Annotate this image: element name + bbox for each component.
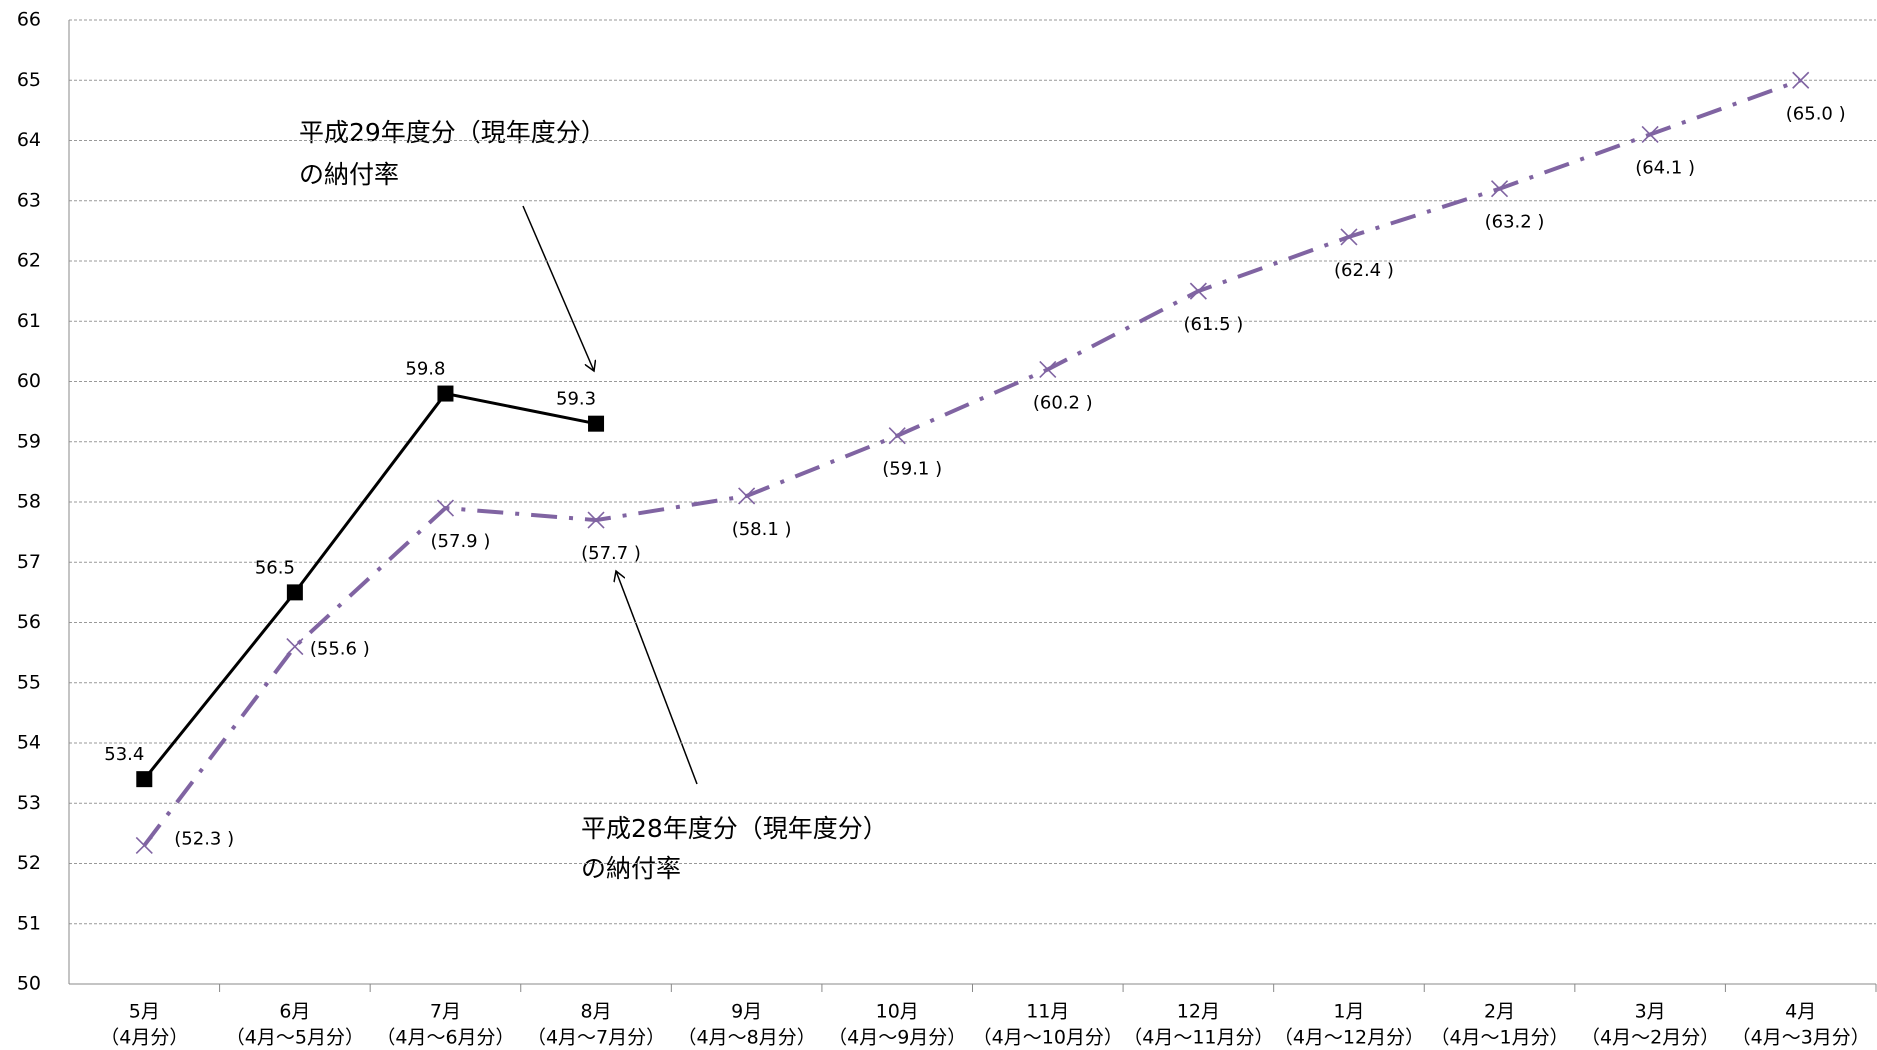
marker <box>135 836 153 854</box>
y-tick-label: 60 <box>17 370 41 392</box>
data-label: (58.1 ) <box>732 519 792 540</box>
marker <box>286 638 304 656</box>
x-tick-label: （4月～6月分） <box>376 1027 514 1049</box>
data-label: 59.8 <box>405 359 445 380</box>
marker <box>588 415 605 432</box>
x-tick-label: （4月～2月分） <box>1581 1027 1719 1049</box>
y-tick-label: 62 <box>17 250 41 272</box>
marker <box>436 499 455 517</box>
y-tick-label: 61 <box>17 310 41 332</box>
x-tick-label: （4月分） <box>100 1027 188 1049</box>
marker <box>136 771 153 788</box>
data-label: 56.5 <box>255 557 295 578</box>
x-tick-label: 10月 <box>876 1001 919 1023</box>
annotation: 平成28年度分（現年度分） <box>581 814 888 843</box>
y-tick-label: 65 <box>17 69 41 91</box>
data-label: (60.2 ) <box>1033 392 1093 413</box>
data-label: (61.5 ) <box>1183 314 1243 335</box>
x-tick-label: （4月～5月分） <box>226 1027 364 1049</box>
data-label: 59.3 <box>556 389 596 410</box>
x-tick-label: 8月 <box>580 1001 611 1023</box>
marker <box>888 427 906 445</box>
series-line <box>143 391 597 781</box>
marker <box>587 511 605 529</box>
y-tick-label: 66 <box>17 9 41 31</box>
data-label: (62.4 ) <box>1334 260 1394 281</box>
x-tick-label: 3月 <box>1635 1001 1666 1023</box>
x-tick-label: 7月 <box>430 1001 461 1023</box>
y-tick-label: 52 <box>17 852 41 874</box>
data-label: (57.9 ) <box>431 531 491 552</box>
arrow <box>522 205 594 371</box>
marker <box>1039 360 1057 379</box>
x-tick-label: 2月 <box>1484 1001 1515 1023</box>
marker <box>738 487 756 505</box>
x-tick-label: 6月 <box>279 1001 310 1023</box>
data-label: (65.0 ) <box>1786 103 1846 124</box>
x-tick-label: （4月～9月分） <box>828 1027 966 1049</box>
x-tick-label: 12月 <box>1177 1001 1220 1023</box>
y-tick-label: 50 <box>17 973 41 995</box>
x-tick-label: （4月～7月分） <box>527 1027 665 1049</box>
x-tick-label: 11月 <box>1026 1001 1069 1023</box>
x-tick-label: （4月～1月分） <box>1430 1027 1568 1049</box>
y-tick-label: 55 <box>17 671 41 693</box>
data-label: (63.2 ) <box>1485 212 1545 233</box>
data-label: 53.4 <box>104 744 144 765</box>
y-tick-label: 54 <box>17 732 41 754</box>
x-tick-label: （4月～12月分） <box>1274 1027 1424 1049</box>
data-label: (52.3 ) <box>174 828 234 849</box>
data-label: (55.6 ) <box>310 639 370 660</box>
x-tick-label: （4月～11月分） <box>1123 1027 1273 1049</box>
y-tick-label: 56 <box>17 611 41 633</box>
series-line <box>142 78 1802 847</box>
y-tick-label: 64 <box>17 129 41 151</box>
marker <box>1340 228 1358 246</box>
marker <box>1490 180 1509 198</box>
y-tick-label: 58 <box>17 491 41 513</box>
marker <box>286 584 303 601</box>
data-label: (57.7 ) <box>581 543 641 564</box>
annotation: の納付率 <box>299 160 399 189</box>
arrow <box>616 571 698 785</box>
y-tick-label: 59 <box>17 430 41 452</box>
y-tick-label: 57 <box>17 551 41 573</box>
y-tick-label: 63 <box>17 189 41 211</box>
annotation: 平成29年度分（現年度分） <box>299 118 606 147</box>
x-tick-label: 9月 <box>731 1001 762 1023</box>
x-tick-label: 4月 <box>1785 1001 1816 1023</box>
data-label: (64.1 ) <box>1635 157 1695 178</box>
annotation: の納付率 <box>581 854 681 883</box>
marker <box>1641 125 1659 144</box>
marker <box>1189 282 1207 300</box>
x-tick-label: （4月～8月分） <box>678 1027 816 1049</box>
x-tick-label: 5月 <box>129 1001 160 1023</box>
marker <box>1792 71 1810 89</box>
marker <box>437 385 454 402</box>
data-label: (59.1 ) <box>882 459 942 480</box>
y-tick-label: 53 <box>17 792 41 814</box>
y-tick-label: 51 <box>17 912 41 934</box>
x-tick-label: 1月 <box>1333 1001 1364 1023</box>
x-tick-label: （4月～10月分） <box>973 1027 1123 1049</box>
x-tick-label: （4月～3月分） <box>1732 1027 1870 1049</box>
